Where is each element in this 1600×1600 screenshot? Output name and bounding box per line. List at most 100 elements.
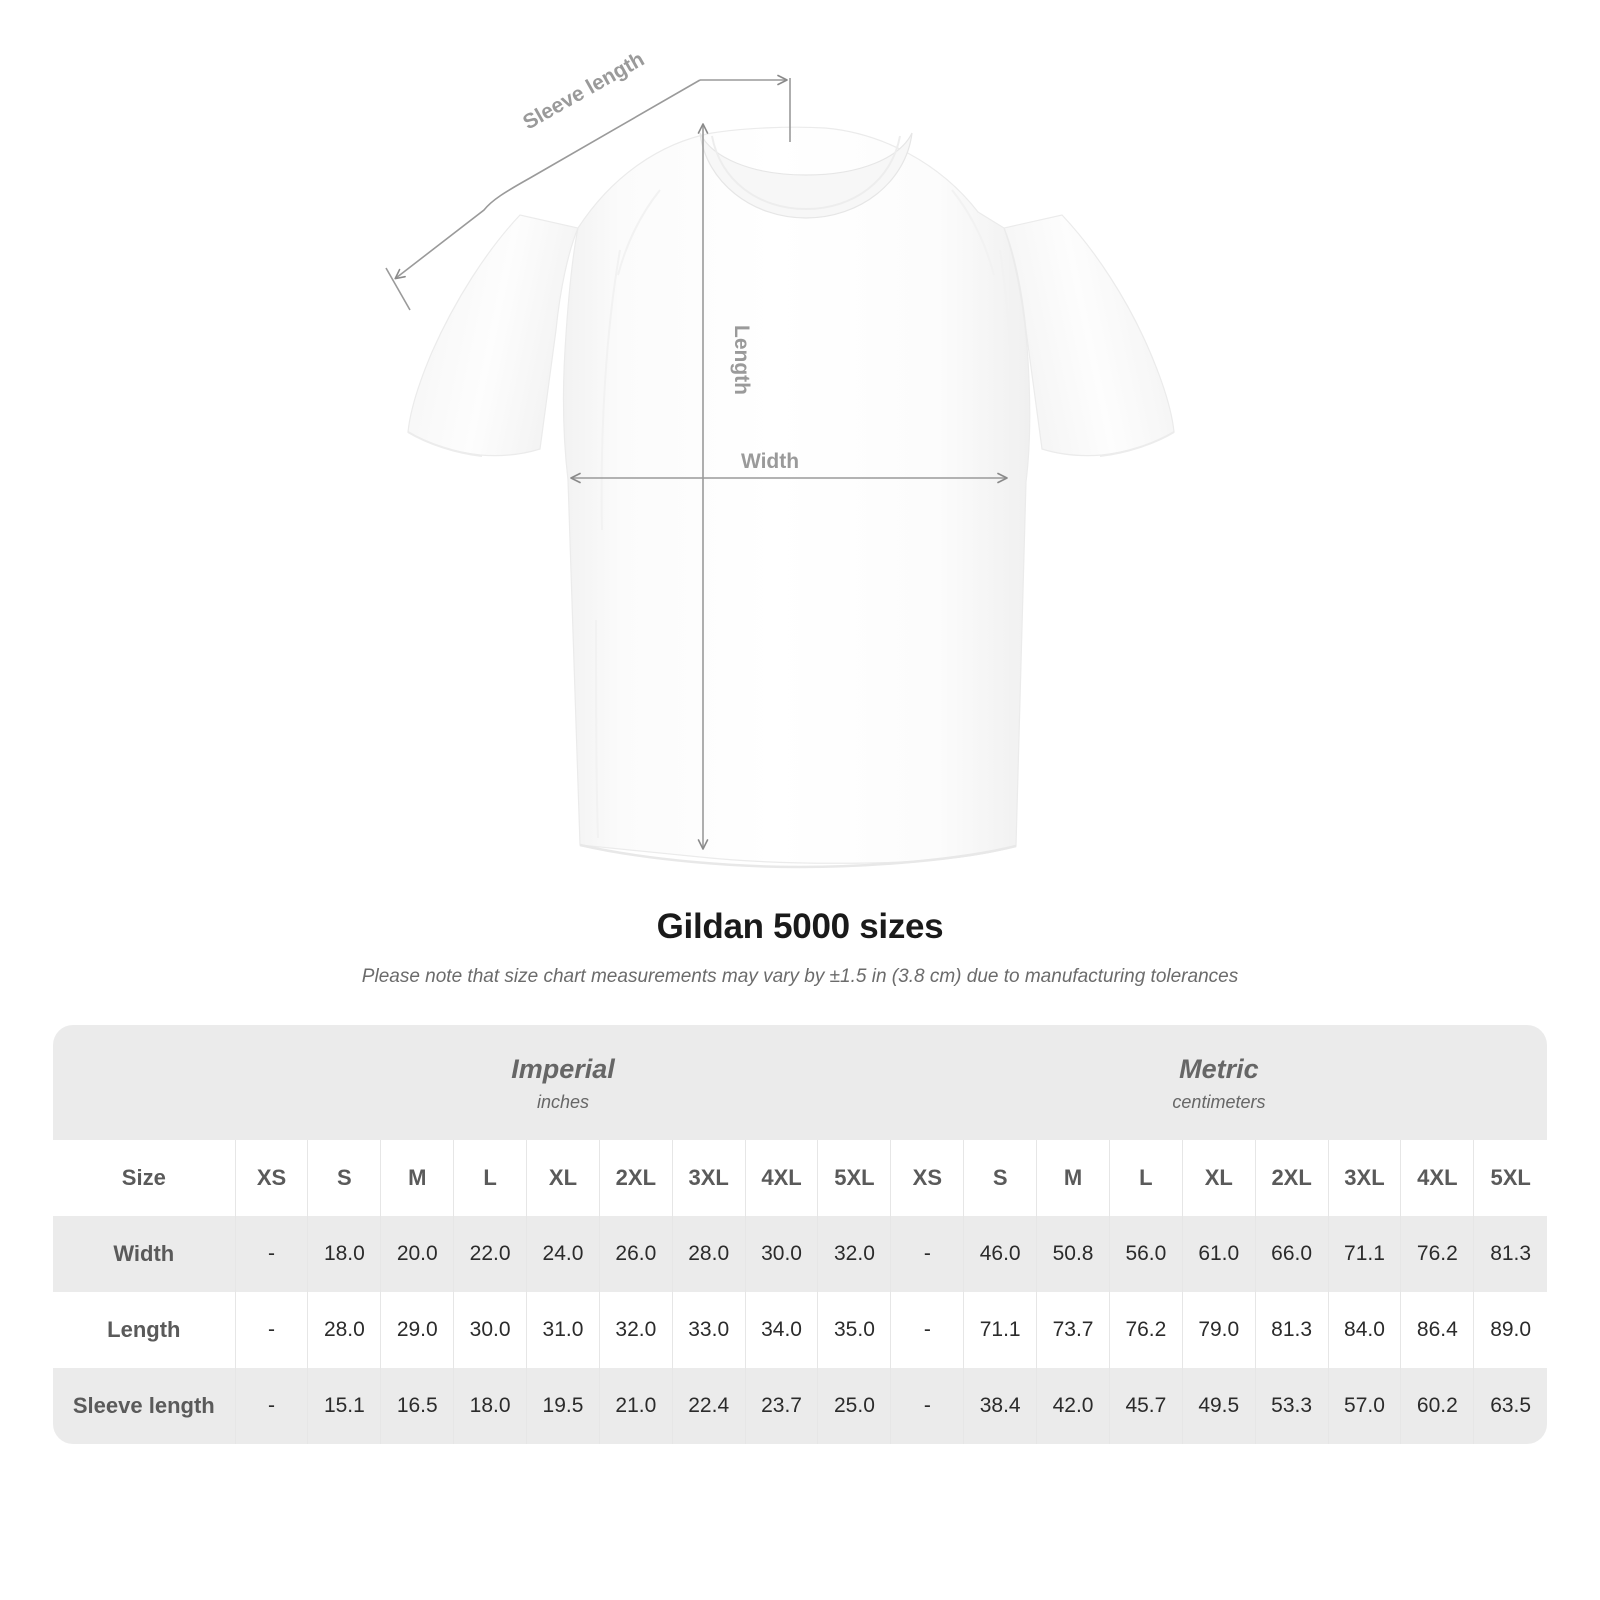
size-header-label: Size	[53, 1139, 236, 1216]
tshirt-collar	[699, 132, 913, 219]
sleeve-length-measure-line	[394, 79, 701, 280]
tshirt-collar-inner	[711, 135, 901, 211]
tolerance-note: Please note that size chart measurements…	[361, 965, 1239, 987]
size-header-metric-xl: XL	[1181, 1139, 1256, 1216]
cell-length-imperial-3xl: 33.0	[671, 1291, 746, 1368]
unit-group-header-row: Imperial inches Metric centimeters	[53, 1025, 1547, 1140]
length-annotation: Length	[697, 123, 753, 850]
cell-width-metric-5xl: 81.3	[1473, 1215, 1547, 1292]
cell-length-metric-xs: -	[890, 1291, 964, 1368]
table-row: Width - 18.0 20.0 22.0 24.0 26.0 28.0 30…	[53, 1215, 1547, 1292]
row-label-sleeve-length: Sleeve length	[53, 1367, 236, 1444]
tshirt-garment	[407, 126, 1175, 869]
size-header-metric-4xl: 4XL	[1400, 1139, 1474, 1216]
cell-sleeve-metric-xl: 49.5	[1181, 1367, 1256, 1444]
size-header-metric-3xl: 3XL	[1327, 1139, 1401, 1216]
cell-length-metric-2xl: 81.3	[1254, 1291, 1329, 1368]
cell-width-imperial-3xl: 28.0	[671, 1215, 746, 1292]
size-header-imperial-2xl: 2XL	[598, 1139, 673, 1216]
cell-length-metric-xl: 79.0	[1181, 1291, 1256, 1368]
cell-sleeve-imperial-xs: -	[234, 1367, 308, 1444]
tshirt-right-sleeve-hem	[1099, 431, 1175, 457]
unit-group-imperial: Imperial inches	[235, 1025, 891, 1140]
size-header-metric-m: M	[1036, 1139, 1110, 1216]
row-label-width: Width	[53, 1215, 236, 1292]
cell-width-metric-s: 46.0	[963, 1215, 1037, 1292]
cell-length-metric-m: 73.7	[1036, 1291, 1110, 1368]
cell-width-metric-xl: 61.0	[1181, 1215, 1256, 1292]
row-label-length: Length	[53, 1291, 236, 1368]
cell-length-imperial-s: 28.0	[307, 1291, 381, 1368]
cell-sleeve-metric-3xl: 57.0	[1327, 1367, 1401, 1444]
cell-sleeve-imperial-5xl: 25.0	[817, 1367, 891, 1444]
size-header-imperial-xs: XS	[234, 1139, 308, 1216]
unit-group-imperial-sub: inches	[536, 1092, 590, 1113]
cell-length-metric-5xl: 89.0	[1473, 1291, 1547, 1368]
unit-header-spacer	[53, 1025, 236, 1140]
cell-width-metric-m: 50.8	[1036, 1215, 1110, 1292]
sleeve-length-end-tick	[385, 267, 411, 311]
cell-sleeve-metric-m: 42.0	[1036, 1367, 1110, 1444]
size-header-metric-5xl: 5XL	[1473, 1139, 1547, 1216]
cell-sleeve-imperial-4xl: 23.7	[744, 1367, 818, 1444]
tshirt-hem	[579, 843, 1017, 869]
size-header-imperial-s: S	[307, 1139, 381, 1216]
cell-sleeve-metric-l: 45.7	[1108, 1367, 1183, 1444]
cell-sleeve-imperial-xl: 19.5	[526, 1367, 600, 1444]
cell-sleeve-metric-s: 38.4	[963, 1367, 1037, 1444]
cell-length-metric-3xl: 84.0	[1327, 1291, 1401, 1368]
cell-width-metric-xs: -	[890, 1215, 964, 1292]
tshirt-left-sleeve-hem	[407, 431, 483, 457]
cell-length-imperial-m: 29.0	[380, 1291, 454, 1368]
cell-width-imperial-m: 20.0	[380, 1215, 454, 1292]
size-header-imperial-xl: XL	[526, 1139, 600, 1216]
cell-sleeve-metric-xs: -	[890, 1367, 964, 1444]
cell-sleeve-metric-5xl: 63.5	[1473, 1367, 1547, 1444]
cell-width-imperial-5xl: 32.0	[817, 1215, 891, 1292]
tshirt-left-sleeve	[407, 214, 579, 457]
cell-width-metric-3xl: 71.1	[1327, 1215, 1401, 1292]
size-header-metric-s: S	[963, 1139, 1037, 1216]
size-header-imperial-m: M	[380, 1139, 454, 1216]
cell-length-imperial-xl: 31.0	[526, 1291, 600, 1368]
width-annotation: Width	[570, 450, 1008, 484]
cell-width-imperial-l: 22.0	[453, 1215, 527, 1292]
unit-group-metric-name: Metric	[1179, 1054, 1259, 1084]
cell-length-imperial-5xl: 35.0	[817, 1291, 891, 1368]
cell-length-imperial-xs: -	[234, 1291, 308, 1368]
unit-group-metric-sub: centimeters	[1172, 1092, 1266, 1113]
cell-sleeve-imperial-s: 15.1	[307, 1367, 381, 1444]
cell-sleeve-imperial-3xl: 22.4	[671, 1367, 746, 1444]
cell-width-metric-l: 56.0	[1108, 1215, 1183, 1292]
table-row: Length - 28.0 29.0 30.0 31.0 32.0 33.0 3…	[53, 1291, 1547, 1368]
length-label: Length	[730, 325, 753, 395]
cell-width-imperial-2xl: 26.0	[598, 1215, 673, 1292]
cell-length-metric-4xl: 86.4	[1400, 1291, 1474, 1368]
cell-length-metric-l: 76.2	[1108, 1291, 1183, 1368]
tshirt-fold-lines	[595, 189, 1016, 839]
unit-group-metric: Metric centimeters	[890, 1025, 1547, 1140]
size-header-metric-2xl: 2XL	[1254, 1139, 1329, 1216]
unit-group-imperial-name: Imperial	[511, 1054, 615, 1084]
cell-length-imperial-l: 30.0	[453, 1291, 527, 1368]
tshirt-body	[562, 126, 1031, 864]
size-header-imperial-5xl: 5XL	[817, 1139, 891, 1216]
cell-sleeve-metric-2xl: 53.3	[1254, 1367, 1329, 1444]
size-header-row: Size XS S M L XL 2XL 3XL 4XL 5XL XS S M …	[53, 1139, 1547, 1216]
page-title: Gildan 5000 sizes	[656, 907, 944, 946]
cell-width-imperial-xl: 24.0	[526, 1215, 600, 1292]
cell-width-imperial-xs: -	[234, 1215, 308, 1292]
cell-sleeve-metric-4xl: 60.2	[1400, 1367, 1474, 1444]
tshirt-diagram-svg: Sleeve length Length Width	[385, 48, 1175, 869]
cell-sleeve-imperial-l: 18.0	[453, 1367, 527, 1444]
cell-length-imperial-4xl: 34.0	[744, 1291, 818, 1368]
width-label: Width	[741, 450, 799, 473]
cell-width-metric-2xl: 66.0	[1254, 1215, 1329, 1292]
cell-width-imperial-s: 18.0	[307, 1215, 381, 1292]
cell-sleeve-imperial-m: 16.5	[380, 1367, 454, 1444]
size-header-imperial-4xl: 4XL	[744, 1139, 818, 1216]
table-row: Sleeve length - 15.1 16.5 18.0 19.5 21.0…	[53, 1367, 1547, 1444]
size-chart-table-wrapper: Imperial inches Metric centimeters Size …	[53, 1025, 1547, 1444]
cell-width-metric-4xl: 76.2	[1400, 1215, 1474, 1292]
tshirt-illustration: Sleeve length Length Width	[385, 48, 1175, 869]
